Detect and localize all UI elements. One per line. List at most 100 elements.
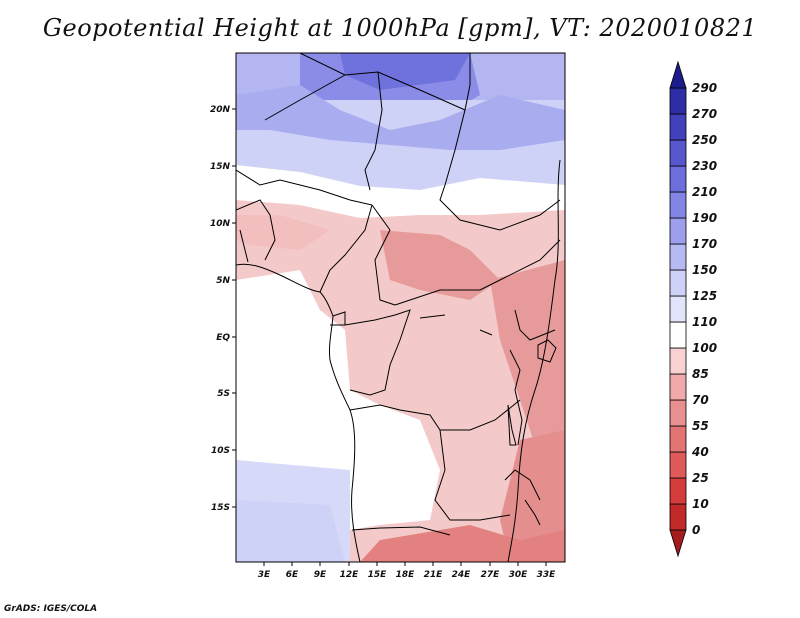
- border-congo: [344, 309, 411, 396]
- border-sahel: [236, 169, 373, 206]
- colorbar-bin: [669, 529, 687, 558]
- grads-credit: GrADS: IGES/COLA: [4, 604, 98, 614]
- colorbar-bin: [669, 373, 687, 401]
- lon-tick-label: 27E: [481, 570, 501, 580]
- colorbar-bin: [669, 399, 687, 427]
- colorbar-bin: [669, 425, 687, 453]
- border-north-3: [364, 71, 383, 191]
- colorbar-label: 250: [692, 133, 717, 147]
- lat-tick: 20N: [210, 105, 236, 115]
- colorbar-bin: [669, 113, 687, 141]
- border-angola-namibia: [351, 526, 451, 536]
- lon-tick-label: 30E: [509, 570, 529, 580]
- colorbar-label: 85: [692, 367, 709, 381]
- border-sudan: [439, 109, 561, 231]
- map-frame: [235, 52, 566, 563]
- field-deepest-blue: [340, 53, 470, 90]
- field-red-south: [360, 525, 565, 562]
- lat-tick-label: 5N: [216, 276, 230, 286]
- border-car-sudan: [394, 239, 561, 306]
- colorbar-bin: [669, 295, 687, 323]
- field-blue-southwest-corner: [236, 500, 345, 562]
- colorbar-label: 290: [692, 81, 717, 95]
- field-pink-west-africa: [236, 215, 330, 250]
- lon-tick: 12E: [340, 562, 360, 580]
- lon-tick-label: 3E: [258, 570, 271, 580]
- colorbar-label: 230: [692, 159, 717, 173]
- lon-tick-label: 12E: [340, 570, 360, 580]
- colorbar-bin: [669, 165, 687, 193]
- field-mid-blue-band: [236, 85, 565, 150]
- lat-tick-label: 10N: [210, 219, 231, 229]
- border-tanzania-drc: [509, 349, 523, 446]
- lat-axis: 20N 15N 10N 5N EQ 5S 10S 15S: [210, 105, 236, 513]
- colorbar-bin: [669, 243, 687, 271]
- lon-tick-label: 9E: [314, 570, 327, 580]
- lon-tick: 3E: [258, 562, 271, 580]
- lat-tick-label: EQ: [216, 333, 230, 343]
- colorbar-label: 170: [692, 237, 717, 251]
- border-zambia-malawi: [504, 469, 541, 501]
- border-eq-guinea: [330, 311, 346, 326]
- colorbar-bin: [669, 321, 687, 349]
- border-nigeria-cameroon: [319, 204, 373, 293]
- colorbar-bin: [669, 191, 687, 219]
- colorbar-label: 100: [692, 341, 717, 355]
- border-ghana-togo: [239, 229, 249, 263]
- country-borders: [236, 53, 561, 562]
- border-angola-zambia: [434, 429, 511, 521]
- lon-tick: 18E: [396, 562, 416, 580]
- lake-malawi: [524, 499, 541, 526]
- lat-tick: 5S: [217, 389, 236, 399]
- colorbar-bin: [669, 477, 687, 505]
- lon-tick-label: 18E: [396, 570, 416, 580]
- lon-tick-label: 33E: [537, 570, 557, 580]
- lon-tick-label: 24E: [452, 570, 472, 580]
- lon-tick: 21E: [424, 562, 444, 580]
- lon-tick: 6E: [286, 562, 299, 580]
- border-chad-car: [371, 204, 396, 306]
- colorbar-label: 25: [692, 471, 709, 485]
- lat-tick-label: 20N: [210, 105, 231, 115]
- border-drc-angola: [349, 399, 521, 431]
- lat-tick-label: 5S: [217, 389, 230, 399]
- lat-tick: 5N: [216, 276, 236, 286]
- field-red-southeast: [500, 430, 565, 562]
- colorbar-bin: [669, 347, 687, 375]
- colorbar-bin: [669, 139, 687, 167]
- lon-tick: 9E: [314, 562, 327, 580]
- colorbar-label: 10: [692, 497, 709, 511]
- colorbar-bin: [669, 87, 687, 115]
- colorbar-label: 210: [692, 185, 717, 199]
- lon-tick-label: 6E: [286, 570, 299, 580]
- colorbar-label: 110: [692, 315, 717, 329]
- coastline-east: [507, 159, 561, 562]
- lon-tick: 30E: [509, 562, 529, 580]
- colorbar-bin: [669, 269, 687, 297]
- lake-tanganyika: [507, 404, 517, 446]
- lon-tick: 33E: [537, 562, 557, 580]
- field-red-east: [490, 260, 565, 470]
- colorbar-label: 0: [692, 523, 700, 537]
- colorbar-label: 125: [692, 289, 717, 303]
- lon-tick: 24E: [452, 562, 472, 580]
- field-white-band-north: [236, 165, 565, 218]
- lon-tick-label: 15E: [368, 570, 388, 580]
- colorbar: 0 10 25 40 55 70 85 100 110 125 150 170 190 210 230 250…: [669, 60, 717, 558]
- lake-victoria: [537, 339, 557, 363]
- lat-tick: 15N: [210, 162, 236, 172]
- border-west-africa: [236, 199, 276, 261]
- lat-tick-label: 15S: [211, 503, 230, 513]
- lat-tick: 10S: [211, 446, 236, 456]
- border-uganda-kenya: [514, 309, 556, 341]
- lat-tick: 10N: [210, 219, 236, 229]
- lat-tick: 15S: [211, 503, 236, 513]
- colorbar-bin: [669, 60, 687, 89]
- lon-tick-label: 21E: [424, 570, 444, 580]
- lat-tick-label: 15N: [210, 162, 231, 172]
- lat-tick-label: 10S: [211, 446, 230, 456]
- colorbar-label: 270: [692, 107, 717, 121]
- colorbar-bin: [669, 503, 687, 531]
- colorbar-label: 150: [692, 263, 717, 277]
